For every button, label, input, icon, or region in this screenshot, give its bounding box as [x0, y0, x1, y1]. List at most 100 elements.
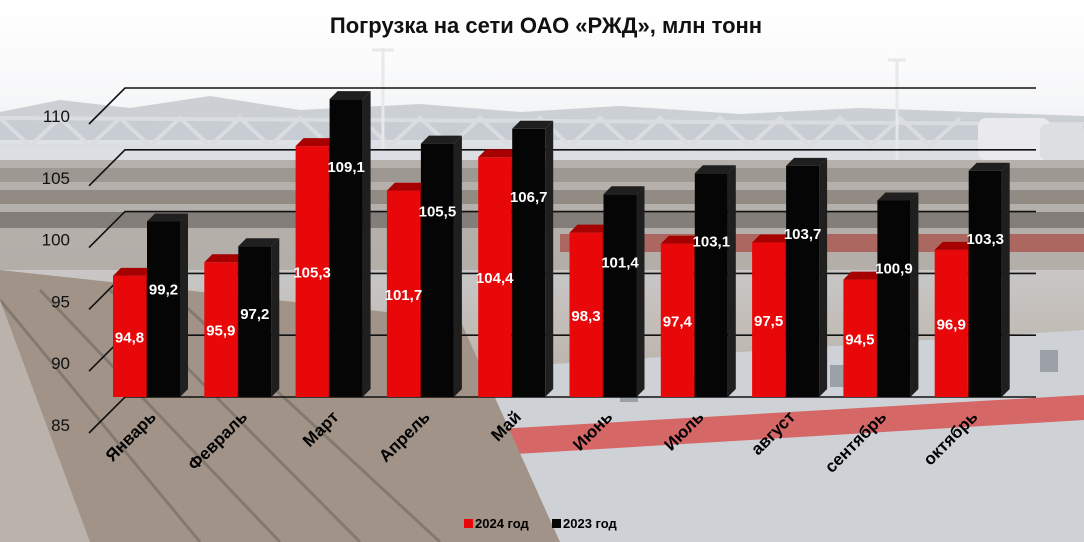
bar-2023-face [786, 165, 820, 397]
bar-2024-top [295, 138, 337, 147]
category-label: октябрь [920, 407, 982, 469]
bar-2023-top [603, 186, 645, 195]
chart-title: Погрузка на сети ОАО «РЖД», млн тонн [330, 13, 762, 38]
bar-2024-face [752, 242, 786, 397]
value-label-2023: 99,2 [149, 281, 178, 298]
bar-2023-face [512, 128, 546, 397]
bar-2023-top [238, 238, 280, 247]
y-tick-label: 85 [51, 416, 70, 435]
bar-2024-top [843, 271, 885, 280]
y-tick-label: 90 [51, 354, 70, 373]
value-label-2023: 100,9 [875, 260, 913, 277]
bar-2024-face [295, 146, 329, 397]
category-label: Июль [661, 407, 708, 454]
bar-2023-side [727, 165, 736, 397]
value-label-2023: 105,5 [419, 204, 457, 221]
value-label-2024: 101,7 [385, 287, 423, 304]
bar-2023-side [545, 120, 554, 398]
value-label-2023: 106,7 [510, 189, 548, 206]
bar-2023-side [271, 238, 280, 397]
category-label: Июнь [569, 407, 616, 454]
value-label-2023: 103,1 [693, 233, 731, 250]
bar-2023-top [420, 135, 462, 144]
bar-2023 [786, 157, 828, 397]
gridline [88, 87, 1036, 125]
bar-2023-face [694, 173, 728, 397]
bar-2024-face [934, 249, 968, 397]
value-label-2023: 103,3 [966, 231, 1004, 248]
gridline [88, 149, 1036, 187]
value-label-2023: 97,2 [240, 306, 269, 323]
bar-2023-top [877, 192, 919, 201]
value-label-2024: 98,3 [571, 308, 600, 325]
bar-2023-side [1001, 162, 1010, 397]
bar-2024-face [843, 279, 877, 397]
bar-2023-top [147, 213, 188, 222]
bar-2023 [603, 186, 645, 397]
legend-swatch [552, 519, 561, 528]
bars [113, 91, 1010, 398]
value-label-2024: 104,4 [476, 270, 514, 287]
bar-2023 [512, 120, 554, 398]
legend-label: 2023 год [563, 516, 618, 531]
bar-2023-face [877, 200, 911, 397]
bar-2023 [329, 91, 371, 398]
value-label-2024: 97,4 [663, 313, 693, 330]
bar-2023-side [453, 135, 462, 397]
bar-2024-top [934, 241, 976, 250]
category-label: август [747, 407, 798, 458]
category-label: Март [299, 407, 342, 450]
bar-2024-face [660, 243, 694, 397]
bar-2023-top [694, 165, 736, 174]
value-label-2024: 105,3 [293, 265, 331, 282]
category-label: Май [487, 407, 525, 445]
bar-2024-top [752, 234, 794, 243]
value-labels: 94,8 99,2 95,9 97,2 105,3 109,1 101,7 105,5 104,… [115, 159, 1004, 348]
value-label-2023: 101,4 [601, 254, 639, 271]
legend: 2024 год 2023 год [464, 516, 618, 531]
bar-2023-top [786, 157, 828, 166]
bar-2023-face [420, 143, 454, 397]
bar-2023 [694, 165, 736, 397]
y-tick-label: 110 [43, 107, 70, 126]
bar-2024-face [204, 262, 238, 397]
bar-2023 [147, 213, 188, 397]
bar-2023-side [362, 91, 371, 398]
legend-swatch [464, 519, 473, 528]
value-label-2023: 109,1 [327, 159, 365, 176]
category-label: Январь [102, 407, 160, 465]
value-label-2024: 97,5 [754, 313, 783, 330]
legend-label: 2024 год [475, 516, 530, 531]
value-label-2024: 94,5 [845, 331, 874, 348]
bar-2023-face [603, 194, 637, 397]
value-label-2024: 96,9 [937, 316, 966, 333]
bar-2024-top [660, 235, 702, 244]
bar-2023-face [968, 170, 1002, 397]
bar-2023-top [968, 162, 1010, 171]
bar-2023-top [512, 120, 554, 129]
bar-2024-top [569, 224, 611, 233]
bar-2024-face [478, 157, 512, 397]
bar-2023-side [636, 186, 645, 397]
bar-2023 [877, 192, 919, 397]
bar-2023-face [238, 246, 272, 397]
bar-2023-side [910, 192, 919, 397]
category-label: Апрель [375, 407, 433, 465]
bar-2023 [238, 238, 280, 397]
bar-2023-face [329, 99, 363, 398]
bar-2023 [420, 135, 462, 397]
bar-2023-side [180, 213, 188, 397]
bar-2023-top [329, 91, 371, 100]
category-labels: Январь Февраль Март Апрель Май Июнь Июль август… [102, 407, 982, 476]
category-label: сентябрь [821, 407, 890, 476]
bar-2024-face [386, 190, 420, 397]
value-label-2024: 95,9 [206, 323, 235, 340]
bar-2024-top [478, 149, 520, 158]
y-tick-label: 100 [42, 231, 70, 250]
category-label: Февраль [184, 407, 251, 474]
value-label-2023: 103,7 [784, 226, 822, 243]
y-tick-label: 105 [42, 169, 70, 188]
y-axis-ticks: 85 90 95 100 105 110 [42, 107, 70, 435]
